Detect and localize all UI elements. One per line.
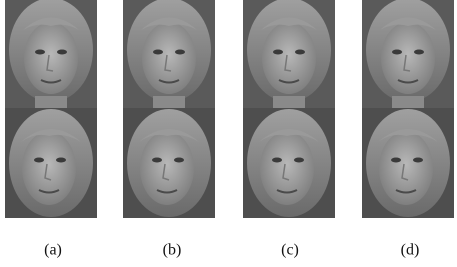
face-image (5, 108, 97, 218)
figure: (a) (b) (c) (d) (0, 0, 457, 267)
face-image (243, 0, 335, 108)
caption: (d) (401, 242, 420, 259)
face-image (243, 108, 335, 218)
face-image (362, 0, 454, 108)
caption: (a) (44, 242, 62, 259)
caption: (b) (163, 242, 182, 259)
face-image (123, 0, 215, 108)
page: (a) (b) (c) (d) (() => { const data = JS… (0, 0, 457, 267)
face-image (123, 108, 215, 218)
caption: (c) (281, 242, 299, 259)
face-image (362, 108, 454, 218)
face-image (5, 0, 97, 108)
